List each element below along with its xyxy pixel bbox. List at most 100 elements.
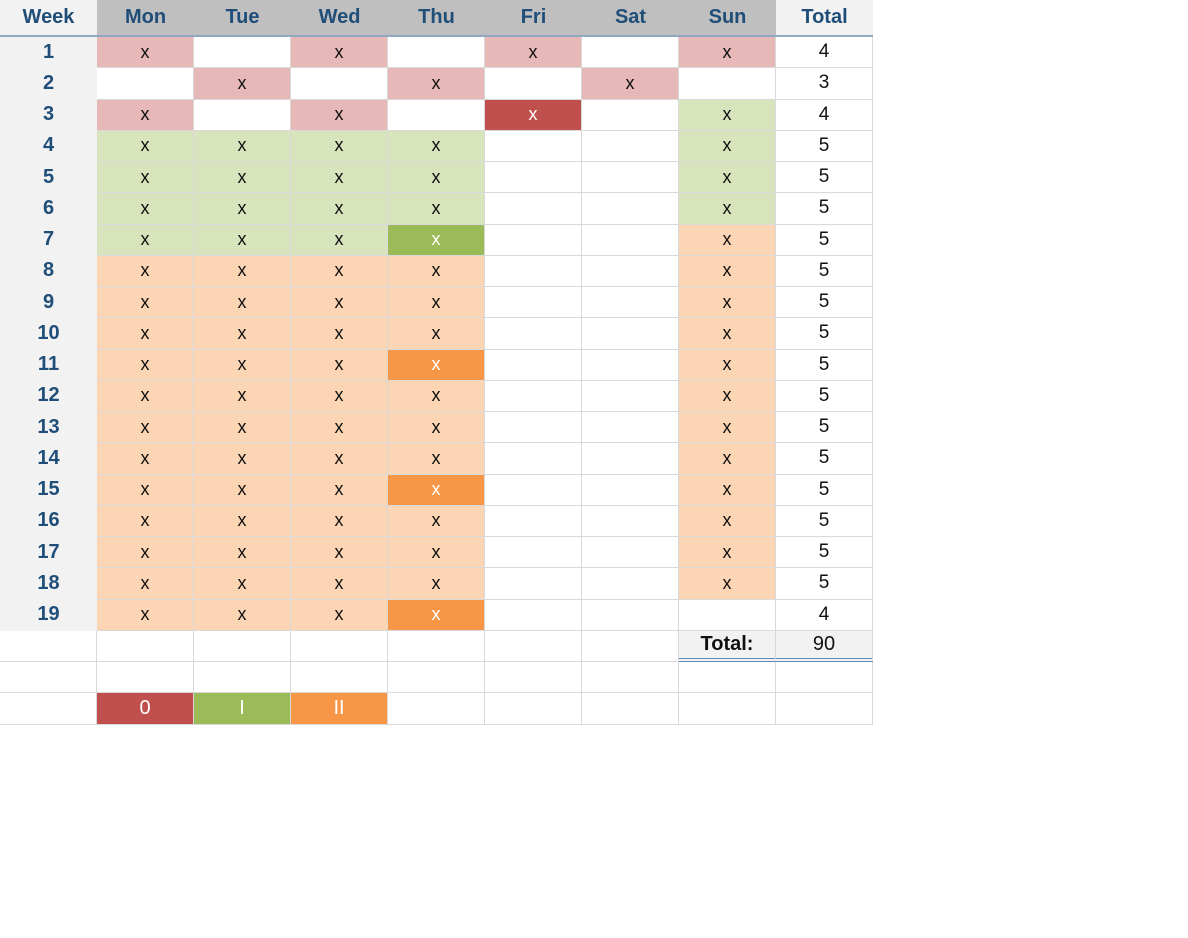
empty-cell[interactable] — [291, 662, 388, 694]
week-number-cell[interactable]: 12 — [0, 380, 97, 412]
day-cell-wed[interactable]: x — [291, 568, 388, 600]
day-cell-sat[interactable] — [582, 224, 679, 256]
empty-cell[interactable] — [485, 630, 582, 662]
day-cell-fri[interactable] — [485, 412, 582, 444]
day-cell-thu[interactable]: x — [388, 318, 485, 350]
day-cell-mon[interactable]: x — [97, 37, 194, 69]
day-cell-mon[interactable]: x — [97, 349, 194, 381]
day-cell-sun[interactable]: x — [679, 318, 776, 350]
day-cell-tue[interactable]: x — [194, 255, 291, 287]
day-cell-wed[interactable]: x — [291, 505, 388, 537]
empty-cell[interactable] — [388, 693, 485, 725]
grand-total-label[interactable]: Total: — [679, 630, 776, 662]
day-cell-thu[interactable]: x — [388, 474, 485, 506]
day-cell-thu[interactable]: x — [388, 537, 485, 569]
empty-cell[interactable] — [582, 630, 679, 662]
column-header-week[interactable]: Week — [0, 0, 97, 37]
day-cell-mon[interactable]: x — [97, 130, 194, 162]
day-cell-wed[interactable]: x — [291, 380, 388, 412]
day-cell-thu[interactable]: x — [388, 162, 485, 194]
day-cell-sat[interactable] — [582, 99, 679, 131]
day-cell-fri[interactable] — [485, 599, 582, 631]
day-cell-mon[interactable]: x — [97, 162, 194, 194]
day-cell-sat[interactable] — [582, 380, 679, 412]
day-cell-sun[interactable]: x — [679, 349, 776, 381]
week-total-cell[interactable]: 3 — [776, 68, 873, 100]
day-cell-mon[interactable] — [97, 68, 194, 100]
week-total-cell[interactable]: 5 — [776, 130, 873, 162]
week-number-cell[interactable]: 11 — [0, 349, 97, 381]
day-cell-tue[interactable]: x — [194, 412, 291, 444]
day-cell-sun[interactable]: x — [679, 130, 776, 162]
day-cell-sat[interactable] — [582, 193, 679, 225]
day-cell-fri[interactable]: x — [485, 99, 582, 131]
day-cell-tue[interactable]: x — [194, 380, 291, 412]
day-cell-wed[interactable]: x — [291, 287, 388, 319]
day-cell-thu[interactable]: x — [388, 193, 485, 225]
empty-cell[interactable] — [97, 662, 194, 694]
day-cell-sun[interactable]: x — [679, 287, 776, 319]
day-cell-sun[interactable]: x — [679, 412, 776, 444]
day-cell-tue[interactable] — [194, 99, 291, 131]
day-cell-fri[interactable] — [485, 68, 582, 100]
day-cell-fri[interactable] — [485, 130, 582, 162]
day-cell-thu[interactable]: x — [388, 349, 485, 381]
week-number-cell[interactable]: 8 — [0, 255, 97, 287]
day-cell-tue[interactable]: x — [194, 474, 291, 506]
week-total-cell[interactable]: 5 — [776, 162, 873, 194]
day-cell-sun[interactable]: x — [679, 568, 776, 600]
day-cell-thu[interactable]: x — [388, 68, 485, 100]
legend-swatch[interactable]: 0 — [97, 693, 194, 725]
week-total-cell[interactable]: 5 — [776, 224, 873, 256]
day-cell-fri[interactable] — [485, 537, 582, 569]
day-cell-mon[interactable]: x — [97, 224, 194, 256]
day-cell-sun[interactable]: x — [679, 99, 776, 131]
column-header-sun[interactable]: Sun — [679, 0, 776, 37]
day-cell-mon[interactable]: x — [97, 412, 194, 444]
day-cell-fri[interactable] — [485, 443, 582, 475]
week-number-cell[interactable]: 9 — [0, 287, 97, 319]
week-number-cell[interactable]: 19 — [0, 599, 97, 631]
week-number-cell[interactable]: 16 — [0, 505, 97, 537]
week-total-cell[interactable]: 5 — [776, 505, 873, 537]
week-total-cell[interactable]: 4 — [776, 599, 873, 631]
week-total-cell[interactable]: 4 — [776, 37, 873, 69]
day-cell-tue[interactable]: x — [194, 287, 291, 319]
column-header-thu[interactable]: Thu — [388, 0, 485, 37]
empty-cell[interactable] — [679, 693, 776, 725]
empty-cell[interactable] — [291, 630, 388, 662]
day-cell-wed[interactable]: x — [291, 162, 388, 194]
day-cell-tue[interactable]: x — [194, 349, 291, 381]
day-cell-fri[interactable] — [485, 474, 582, 506]
day-cell-fri[interactable] — [485, 349, 582, 381]
day-cell-sun[interactable]: x — [679, 443, 776, 475]
day-cell-fri[interactable] — [485, 568, 582, 600]
day-cell-thu[interactable]: x — [388, 255, 485, 287]
week-total-cell[interactable]: 5 — [776, 568, 873, 600]
empty-cell[interactable] — [97, 630, 194, 662]
week-number-cell[interactable]: 13 — [0, 412, 97, 444]
column-header-total[interactable]: Total — [776, 0, 873, 37]
day-cell-mon[interactable]: x — [97, 599, 194, 631]
column-header-wed[interactable]: Wed — [291, 0, 388, 37]
week-number-cell[interactable]: 7 — [0, 224, 97, 256]
day-cell-tue[interactable]: x — [194, 599, 291, 631]
day-cell-wed[interactable]: x — [291, 474, 388, 506]
day-cell-fri[interactable] — [485, 255, 582, 287]
legend-swatch[interactable]: I — [194, 693, 291, 725]
day-cell-tue[interactable]: x — [194, 537, 291, 569]
column-header-fri[interactable]: Fri — [485, 0, 582, 37]
column-header-mon[interactable]: Mon — [97, 0, 194, 37]
day-cell-thu[interactable]: x — [388, 224, 485, 256]
day-cell-wed[interactable]: x — [291, 193, 388, 225]
week-total-cell[interactable]: 5 — [776, 443, 873, 475]
day-cell-sun[interactable]: x — [679, 162, 776, 194]
day-cell-mon[interactable]: x — [97, 318, 194, 350]
day-cell-sun[interactable] — [679, 68, 776, 100]
day-cell-sun[interactable] — [679, 599, 776, 631]
day-cell-sat[interactable] — [582, 37, 679, 69]
day-cell-thu[interactable] — [388, 37, 485, 69]
empty-cell[interactable] — [0, 662, 97, 694]
day-cell-sun[interactable]: x — [679, 505, 776, 537]
week-total-cell[interactable]: 5 — [776, 193, 873, 225]
